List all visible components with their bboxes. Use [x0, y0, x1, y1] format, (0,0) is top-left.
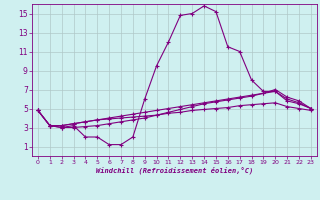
X-axis label: Windchill (Refroidissement éolien,°C): Windchill (Refroidissement éolien,°C) — [96, 167, 253, 174]
